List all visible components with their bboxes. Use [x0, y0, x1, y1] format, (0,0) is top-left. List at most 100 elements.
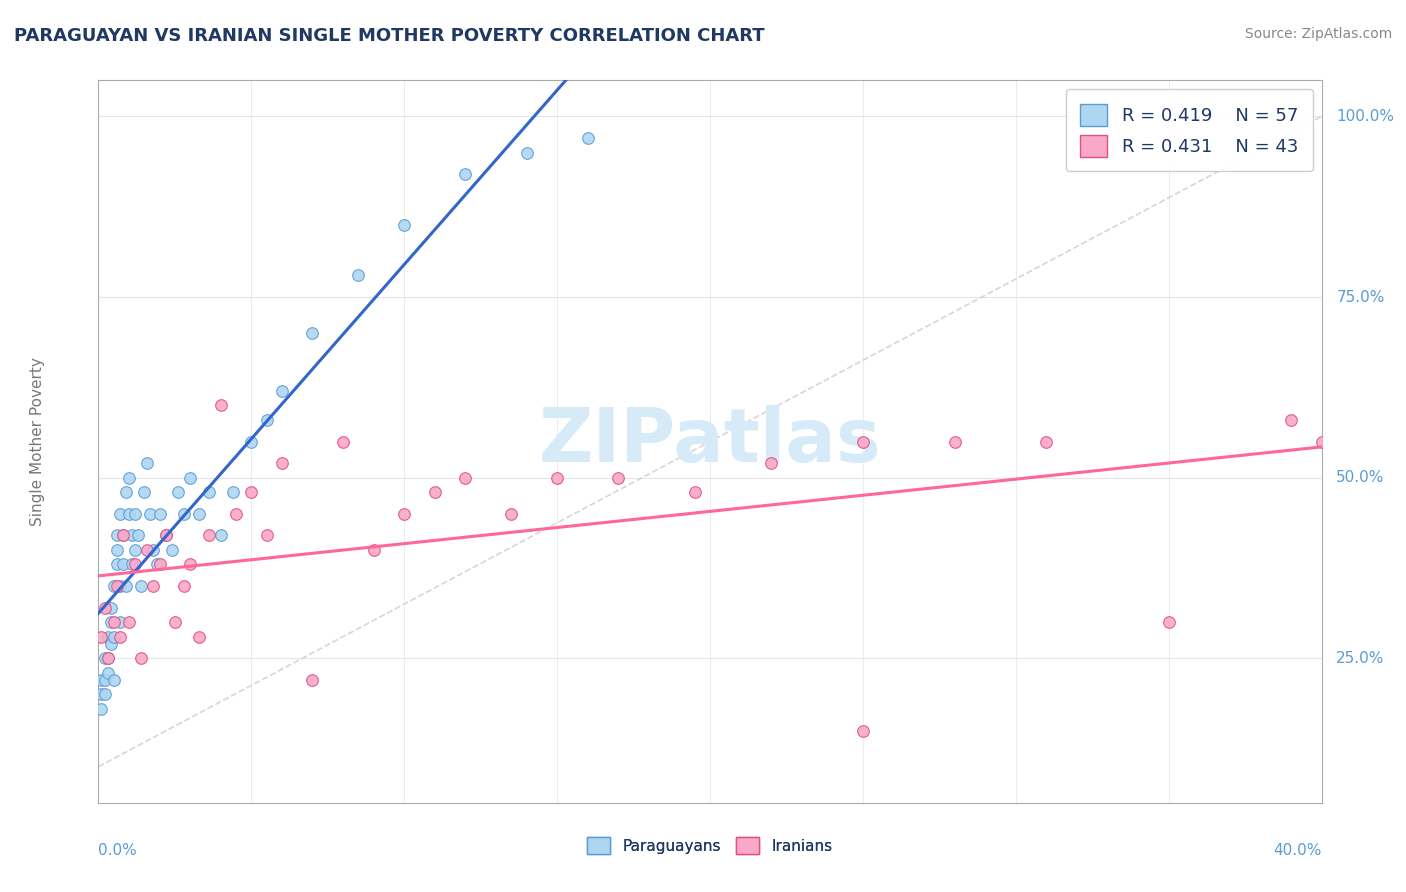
Point	[100, 600, 122, 615]
Point	[127, 528, 149, 542]
Point	[852, 723, 875, 738]
Point	[118, 615, 141, 630]
Point	[167, 485, 190, 500]
Point	[97, 651, 120, 665]
Point	[607, 471, 630, 485]
Point	[105, 579, 128, 593]
Point	[209, 528, 232, 542]
Text: ZIPatlas: ZIPatlas	[538, 405, 882, 478]
Point	[301, 326, 323, 341]
Point	[852, 434, 875, 449]
Point	[209, 398, 232, 412]
Point	[454, 471, 477, 485]
Point	[93, 687, 115, 701]
Point	[197, 528, 219, 542]
Point	[155, 528, 177, 542]
Text: 40.0%: 40.0%	[1274, 843, 1322, 857]
Point	[105, 558, 128, 572]
Point	[501, 507, 523, 521]
Point	[683, 485, 706, 500]
Point	[392, 218, 416, 232]
Point	[943, 434, 966, 449]
Point	[97, 630, 120, 644]
Point	[256, 413, 278, 427]
Text: PARAGUAYAN VS IRANIAN SINGLE MOTHER POVERTY CORRELATION CHART: PARAGUAYAN VS IRANIAN SINGLE MOTHER POVE…	[14, 27, 765, 45]
Point	[225, 507, 247, 521]
Point	[103, 630, 125, 644]
Point	[516, 145, 538, 160]
Text: Single Mother Poverty: Single Mother Poverty	[30, 357, 45, 526]
Point	[759, 456, 782, 470]
Text: 75.0%: 75.0%	[1336, 290, 1385, 304]
Point	[270, 456, 292, 470]
Point	[179, 558, 201, 572]
Point	[105, 528, 128, 542]
Point	[124, 558, 146, 572]
Point	[97, 651, 120, 665]
Point	[1279, 413, 1302, 427]
Point	[105, 542, 128, 557]
Point	[139, 507, 162, 521]
Point	[423, 485, 446, 500]
Point	[124, 542, 146, 557]
Point	[363, 542, 385, 557]
Point	[256, 528, 278, 542]
Point	[111, 528, 134, 542]
Text: 100.0%: 100.0%	[1336, 109, 1395, 124]
Point	[454, 167, 477, 181]
Point	[124, 507, 146, 521]
Point	[108, 507, 131, 521]
Point	[173, 507, 195, 521]
Point	[118, 507, 141, 521]
Point	[1157, 615, 1180, 630]
Point	[163, 615, 186, 630]
Point	[103, 673, 125, 687]
Point	[118, 471, 141, 485]
Text: 50.0%: 50.0%	[1336, 470, 1385, 485]
Point	[100, 615, 122, 630]
Point	[155, 528, 177, 542]
Point	[149, 507, 172, 521]
Point	[90, 702, 112, 716]
Point	[108, 615, 131, 630]
Point	[90, 687, 112, 701]
Point	[103, 579, 125, 593]
Point	[1035, 434, 1057, 449]
Point	[93, 651, 115, 665]
Point	[129, 579, 152, 593]
Text: 0.0%: 0.0%	[98, 843, 138, 857]
Point	[103, 615, 125, 630]
Legend: Paraguayans, Iranians: Paraguayans, Iranians	[581, 831, 839, 860]
Point	[115, 485, 138, 500]
Point	[347, 268, 370, 283]
Point	[576, 131, 599, 145]
Point	[145, 558, 167, 572]
Point	[160, 542, 183, 557]
Point	[115, 579, 138, 593]
Point	[134, 485, 156, 500]
Point	[111, 528, 134, 542]
Point	[301, 673, 323, 687]
Point	[142, 579, 165, 593]
Point	[136, 542, 159, 557]
Point	[179, 471, 201, 485]
Point	[270, 384, 292, 398]
Point	[149, 558, 172, 572]
Point	[90, 673, 112, 687]
Point	[188, 630, 211, 644]
Text: 25.0%: 25.0%	[1336, 651, 1385, 665]
Point	[97, 665, 120, 680]
Point	[197, 485, 219, 500]
Point	[392, 507, 416, 521]
Point	[222, 485, 245, 500]
Point	[188, 507, 211, 521]
Point	[136, 456, 159, 470]
Point	[332, 434, 354, 449]
Point	[93, 600, 115, 615]
Point	[240, 485, 263, 500]
Point	[173, 579, 195, 593]
Point	[129, 651, 152, 665]
Point	[111, 558, 134, 572]
Text: Source: ZipAtlas.com: Source: ZipAtlas.com	[1244, 27, 1392, 41]
Point	[93, 673, 115, 687]
